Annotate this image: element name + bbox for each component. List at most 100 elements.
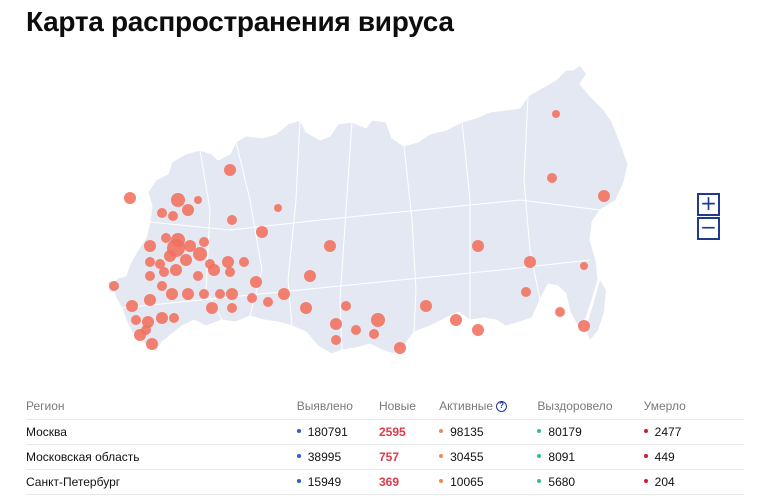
chukotka (560, 66, 586, 86)
detected-cell: 38995 (296, 444, 379, 470)
case-marker[interactable] (555, 307, 565, 317)
case-marker[interactable] (578, 320, 590, 332)
case-marker[interactable] (156, 312, 168, 324)
case-marker[interactable] (155, 259, 165, 269)
case-marker[interactable] (182, 288, 194, 300)
case-marker[interactable] (157, 208, 167, 218)
case-marker[interactable] (131, 315, 141, 325)
case-marker[interactable] (371, 313, 385, 327)
case-marker[interactable] (547, 173, 557, 183)
case-marker[interactable] (420, 300, 432, 312)
case-marker[interactable] (351, 325, 361, 335)
case-marker[interactable] (141, 325, 151, 335)
case-marker[interactable] (521, 287, 531, 297)
zoom-in-button[interactable]: + (697, 193, 720, 216)
case-marker[interactable] (208, 264, 220, 276)
case-marker[interactable] (300, 302, 312, 314)
case-marker[interactable] (109, 281, 119, 291)
case-marker[interactable] (169, 313, 179, 323)
map-svg (108, 66, 629, 355)
column-header-detected[interactable]: Выявлено (296, 394, 379, 420)
case-marker[interactable] (224, 164, 236, 176)
case-marker[interactable] (324, 240, 336, 252)
dead-value: 204 (654, 474, 675, 489)
table-row[interactable]: Москва 180791 2595 98135 80179 2477 (26, 419, 744, 445)
recovered-dot (537, 479, 542, 484)
case-marker[interactable] (164, 250, 176, 262)
case-marker[interactable] (256, 226, 268, 238)
case-marker[interactable] (250, 276, 262, 288)
case-marker[interactable] (199, 289, 209, 299)
case-marker[interactable] (182, 204, 194, 216)
new-cell: 369 (378, 469, 440, 495)
case-marker[interactable] (225, 267, 235, 277)
case-marker[interactable] (171, 193, 185, 207)
sakhalin-island (586, 280, 606, 340)
case-marker[interactable] (304, 270, 316, 282)
active-cell: 30455 (439, 444, 538, 470)
dead-cell: 204 (643, 469, 744, 495)
case-marker[interactable] (227, 303, 237, 313)
column-header-active[interactable]: Активные? (439, 394, 538, 420)
table-row[interactable]: Московская область 38995 757 30455 8091 … (26, 444, 744, 470)
case-marker[interactable] (159, 267, 169, 277)
case-marker[interactable] (193, 271, 203, 281)
case-marker[interactable] (369, 329, 379, 339)
case-marker[interactable] (145, 271, 155, 281)
case-marker[interactable] (144, 294, 156, 306)
case-marker[interactable] (124, 192, 136, 204)
case-marker[interactable] (194, 196, 202, 204)
case-marker[interactable] (247, 293, 257, 303)
case-marker[interactable] (263, 297, 273, 307)
case-marker[interactable] (472, 240, 484, 252)
dead-dot (643, 454, 648, 459)
case-marker[interactable] (126, 300, 138, 312)
help-icon[interactable]: ? (496, 400, 508, 412)
case-marker[interactable] (472, 324, 484, 336)
case-marker[interactable] (142, 316, 154, 328)
case-marker[interactable] (161, 233, 171, 243)
case-marker[interactable] (331, 335, 341, 345)
case-marker[interactable] (157, 281, 167, 291)
case-marker[interactable] (524, 256, 536, 268)
case-marker[interactable] (274, 204, 282, 212)
case-marker[interactable] (450, 314, 462, 326)
case-marker[interactable] (145, 257, 155, 267)
case-marker[interactable] (146, 338, 158, 350)
case-marker[interactable] (144, 240, 156, 252)
case-marker[interactable] (170, 264, 182, 276)
case-marker[interactable] (330, 318, 342, 330)
case-marker[interactable] (394, 342, 406, 354)
table-row[interactable]: Санкт-Петербург 15949 369 10065 5680 204 (26, 469, 744, 495)
case-marker[interactable] (184, 240, 196, 252)
russia-territory (111, 69, 629, 355)
case-marker[interactable] (180, 254, 192, 266)
active-value: 10065 (450, 474, 484, 489)
case-marker[interactable] (166, 288, 178, 300)
column-header-dead[interactable]: Умерло (643, 394, 744, 420)
case-marker[interactable] (215, 289, 225, 299)
case-marker[interactable] (227, 215, 237, 225)
active-cell: 10065 (439, 469, 538, 495)
case-marker[interactable] (226, 288, 238, 300)
russia-map[interactable] (0, 50, 770, 380)
recovered-dot (537, 429, 542, 434)
case-marker[interactable] (222, 256, 234, 268)
column-header-new[interactable]: Новые (378, 394, 440, 420)
column-header-recovered[interactable]: Выздоровело (537, 394, 644, 420)
active-cell: 98135 (439, 419, 538, 445)
case-marker[interactable] (193, 247, 207, 261)
case-marker[interactable] (552, 110, 560, 118)
case-marker[interactable] (580, 262, 588, 270)
column-header-region[interactable]: Регион (26, 394, 297, 420)
zoom-out-button[interactable]: − (697, 217, 720, 240)
case-marker[interactable] (168, 211, 178, 221)
regions-table: Регион Выявлено Новые Активные? Выздоров… (26, 394, 744, 495)
case-marker[interactable] (598, 190, 610, 202)
recovered-cell: 8091 (537, 444, 644, 470)
case-marker[interactable] (239, 257, 249, 267)
case-marker[interactable] (341, 301, 351, 311)
case-marker[interactable] (206, 302, 218, 314)
case-marker[interactable] (199, 237, 209, 247)
case-marker[interactable] (278, 288, 290, 300)
